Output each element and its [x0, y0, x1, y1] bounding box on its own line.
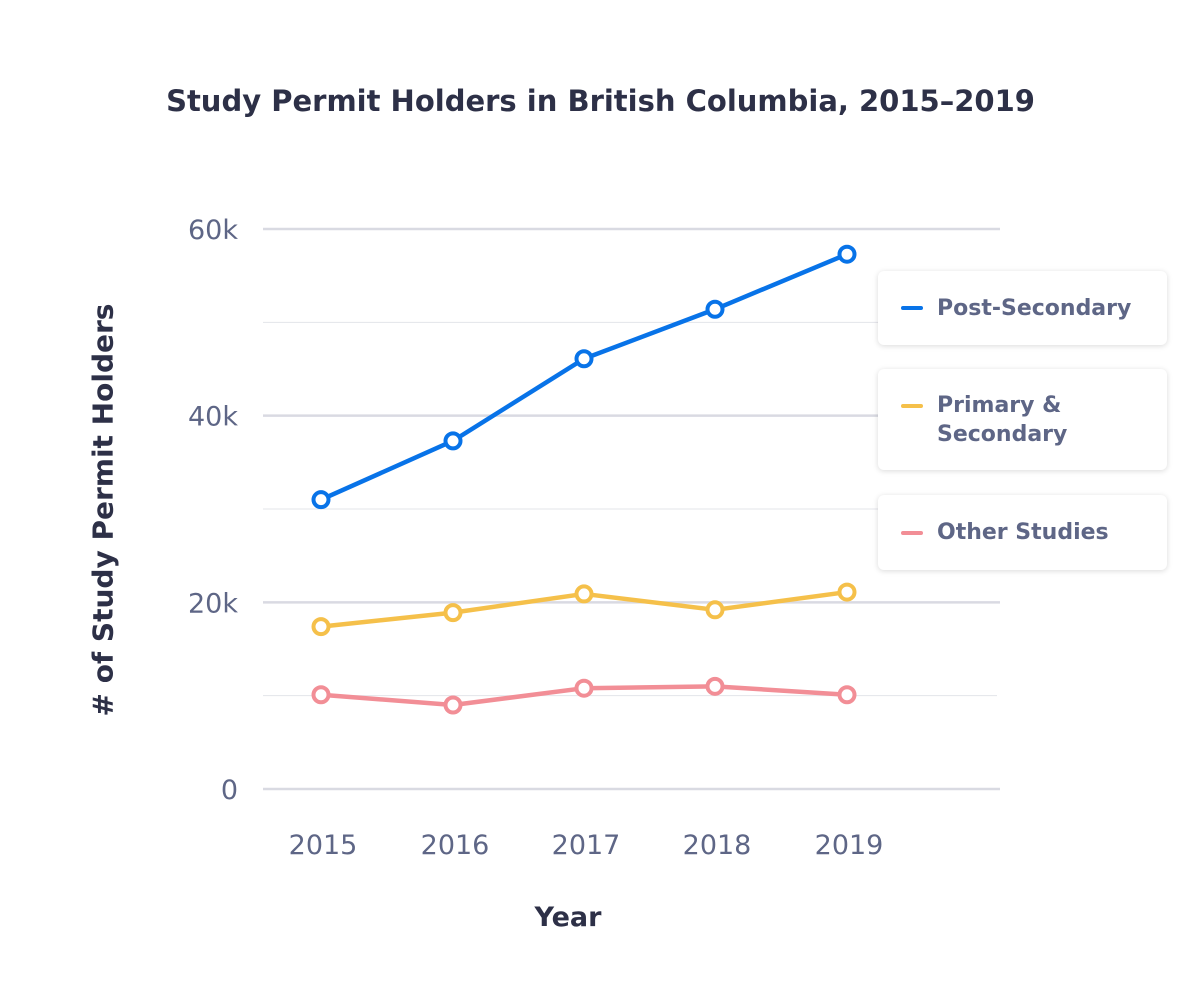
data-point [574, 678, 594, 698]
x-tick-label: 2016 [421, 830, 490, 861]
data-point [443, 695, 463, 715]
data-point [574, 584, 594, 604]
data-point [311, 490, 331, 510]
data-point [837, 244, 857, 264]
legend-label: Other Studies [937, 520, 1109, 545]
data-point [837, 582, 857, 602]
x-tick-label: 2015 [289, 830, 358, 861]
x-tick-label: 2017 [552, 830, 621, 861]
series-line-0 [320, 252, 848, 502]
legend-swatch [901, 530, 923, 535]
y-tick-label: 20k [188, 588, 238, 619]
legend-label: Primary & Secondary [937, 392, 1068, 447]
y-tick-label: 0 [221, 775, 238, 806]
x-tick-label: 2018 [683, 830, 752, 861]
x-axis-label: Year [534, 902, 602, 933]
x-tick-label: 2019 [815, 830, 884, 861]
legend-label: Post-Secondary [937, 295, 1132, 321]
data-point [705, 676, 725, 696]
data-point [443, 603, 463, 623]
chart-title: Study Permit Holders in British Columbia… [166, 84, 1035, 118]
y-tick-label: 60k [188, 215, 238, 246]
legend-item: Other Studies [878, 495, 1167, 570]
data-point [311, 685, 331, 705]
data-point [443, 431, 463, 451]
legend-item: Post-Secondary [878, 271, 1167, 345]
data-point [574, 349, 594, 369]
legend-swatch [901, 306, 923, 310]
legend-swatch [901, 403, 923, 408]
data-point [837, 685, 857, 705]
legend-item: Primary & Secondary [878, 369, 1167, 470]
data-point [311, 617, 331, 637]
y-tick-label: 40k [188, 402, 238, 433]
data-point [705, 600, 725, 620]
data-point [705, 299, 725, 319]
